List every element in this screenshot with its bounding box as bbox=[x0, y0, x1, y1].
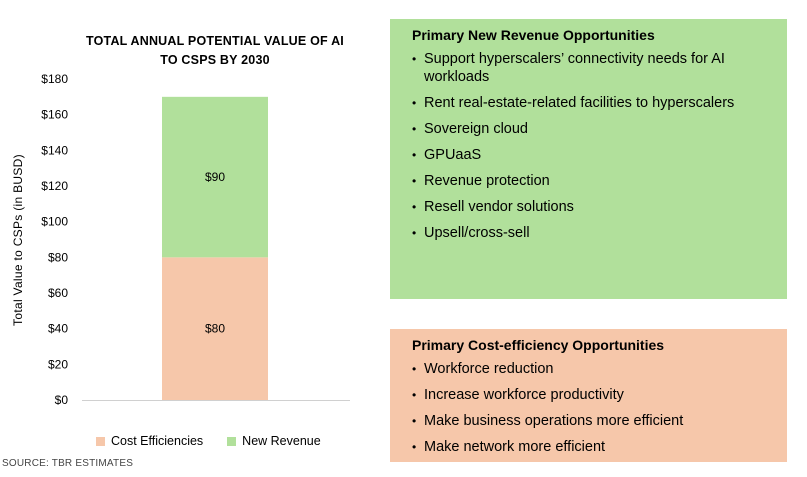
list-item: Workforce reduction bbox=[412, 360, 775, 378]
list-item: Upsell/cross-sell bbox=[412, 224, 775, 242]
source-note: SOURCE: TBR ESTIMATES bbox=[2, 458, 134, 469]
chart-legend: Cost Efficiencies New Revenue bbox=[96, 434, 321, 448]
y-tick-label: $160 bbox=[41, 108, 68, 122]
y-tick-label: $80 bbox=[48, 250, 68, 264]
legend-swatch-cost-efficiencies bbox=[96, 436, 105, 446]
list-item: Revenue protection bbox=[412, 172, 775, 190]
revenue-panel-title: Primary New Revenue Opportunities bbox=[412, 27, 655, 43]
stacked-bar-chart: $180 $160 $140 $120 $100 $80 $60 $40 $20 $0 $80 $90 bbox=[41, 72, 350, 407]
list-item: Make business operations more efficient bbox=[412, 412, 775, 430]
y-tick-label: $140 bbox=[41, 143, 68, 157]
list-item: Sovereign cloud bbox=[412, 120, 775, 138]
chart-title-line-1: TOTAL ANNUAL POTENTIAL VALUE OF AI bbox=[86, 34, 344, 48]
y-tick-label: $100 bbox=[41, 215, 68, 229]
y-tick-label: $60 bbox=[48, 286, 68, 300]
legend-item-new-revenue: New Revenue bbox=[227, 434, 321, 448]
y-tick-label: $40 bbox=[48, 322, 68, 336]
legend-label-new-revenue: New Revenue bbox=[242, 434, 321, 448]
chart-title: TOTAL ANNUAL POTENTIAL VALUE OF AI TO CS… bbox=[60, 32, 370, 70]
legend-swatch-new-revenue bbox=[227, 436, 237, 446]
legend-label-cost-efficiencies: Cost Efficiencies bbox=[111, 434, 204, 448]
bar-segment-new-revenue bbox=[162, 96, 268, 258]
list-item: Increase workforce productivity bbox=[412, 386, 775, 404]
list-item: Rent real-estate-related facilities to h… bbox=[412, 94, 775, 112]
y-tick-label: $20 bbox=[48, 357, 68, 371]
legend-item-cost-efficiencies: Cost Efficiencies bbox=[96, 434, 203, 448]
list-item: Resell vendor solutions bbox=[412, 198, 775, 216]
data-label: $90 bbox=[205, 170, 225, 184]
y-tick-label: $0 bbox=[55, 393, 69, 407]
cost-efficiency-opportunities-list: Workforce reduction Increase workforce p… bbox=[412, 360, 775, 456]
data-label: $80 bbox=[205, 322, 225, 336]
y-tick-label: $180 bbox=[41, 72, 68, 86]
list-item: Make network more efficient bbox=[412, 438, 775, 456]
chart-title-line-2: TO CSPS BY 2030 bbox=[160, 53, 270, 67]
revenue-opportunities-list: Support hyperscalers’ connectivity needs… bbox=[412, 50, 775, 242]
cost-efficiency-opportunities-panel: Primary Cost-efficiency Opportunities Wo… bbox=[390, 329, 787, 462]
list-item: Support hyperscalers’ connectivity needs… bbox=[412, 50, 775, 86]
y-tick-label: $120 bbox=[41, 179, 68, 193]
cost-panel-title: Primary Cost-efficiency Opportunities bbox=[412, 337, 665, 353]
bar-segment-cost-efficiencies bbox=[162, 257, 268, 400]
revenue-opportunities-panel: Primary New Revenue Opportunities Suppor… bbox=[390, 19, 787, 299]
list-item: GPUaaS bbox=[412, 146, 775, 164]
